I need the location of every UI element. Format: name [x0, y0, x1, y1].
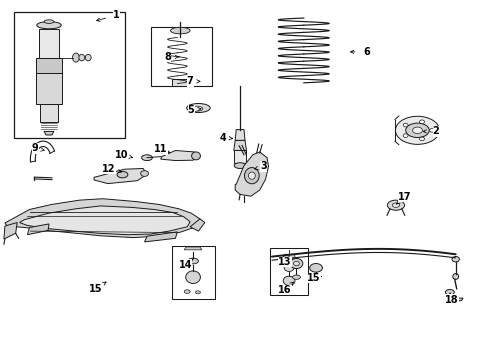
Ellipse shape [452, 256, 460, 262]
Text: 1: 1 [113, 10, 120, 20]
Text: 17: 17 [398, 192, 412, 202]
Polygon shape [20, 206, 190, 235]
Ellipse shape [419, 137, 424, 141]
Text: 16: 16 [278, 285, 292, 295]
Ellipse shape [293, 275, 300, 279]
Ellipse shape [406, 123, 429, 138]
Text: 7: 7 [187, 76, 194, 86]
Polygon shape [234, 140, 246, 150]
Ellipse shape [171, 27, 190, 34]
Polygon shape [235, 152, 269, 196]
Ellipse shape [37, 22, 61, 29]
Polygon shape [94, 168, 147, 184]
Ellipse shape [403, 134, 408, 138]
Bar [14, 12, 125, 138]
Ellipse shape [188, 258, 198, 264]
Polygon shape [190, 219, 205, 231]
Polygon shape [234, 150, 246, 163]
Polygon shape [40, 104, 58, 122]
Text: 12: 12 [102, 164, 116, 174]
Ellipse shape [445, 289, 454, 295]
Ellipse shape [395, 116, 440, 144]
Ellipse shape [284, 264, 294, 271]
Ellipse shape [79, 54, 85, 61]
Text: 15: 15 [89, 284, 102, 294]
Ellipse shape [192, 152, 200, 160]
Polygon shape [44, 131, 54, 135]
Text: 11: 11 [154, 144, 168, 154]
Text: 10: 10 [115, 150, 128, 160]
Ellipse shape [283, 254, 289, 258]
Polygon shape [36, 58, 62, 74]
Ellipse shape [294, 261, 299, 266]
Ellipse shape [85, 54, 91, 61]
Text: 3: 3 [260, 161, 267, 171]
Ellipse shape [142, 155, 152, 161]
Polygon shape [5, 199, 200, 238]
Ellipse shape [310, 264, 322, 272]
Ellipse shape [419, 120, 424, 123]
Ellipse shape [73, 53, 79, 62]
Ellipse shape [184, 290, 190, 293]
Text: 18: 18 [445, 294, 459, 305]
Ellipse shape [44, 20, 54, 23]
Ellipse shape [234, 163, 246, 168]
Ellipse shape [245, 168, 259, 184]
Ellipse shape [403, 123, 408, 127]
Polygon shape [4, 222, 17, 239]
Bar [270, 248, 308, 295]
Ellipse shape [187, 104, 210, 112]
Text: 8: 8 [164, 52, 171, 62]
Ellipse shape [186, 271, 200, 284]
Ellipse shape [283, 276, 295, 285]
Polygon shape [39, 29, 59, 58]
Text: 15: 15 [307, 273, 320, 283]
Polygon shape [161, 150, 199, 161]
Ellipse shape [453, 274, 459, 279]
Ellipse shape [196, 291, 200, 294]
Ellipse shape [117, 171, 128, 178]
Text: 5: 5 [188, 105, 195, 115]
Polygon shape [172, 79, 187, 86]
Text: 4: 4 [220, 132, 227, 143]
Polygon shape [456, 298, 463, 301]
Ellipse shape [189, 106, 203, 111]
Bar [151, 27, 212, 86]
Ellipse shape [388, 200, 405, 210]
Text: 9: 9 [32, 143, 39, 153]
Ellipse shape [413, 127, 422, 134]
Text: 14: 14 [178, 260, 192, 270]
Ellipse shape [430, 129, 435, 132]
Polygon shape [27, 224, 49, 235]
Text: 2: 2 [433, 126, 440, 136]
Polygon shape [184, 247, 202, 250]
Ellipse shape [141, 171, 148, 176]
Polygon shape [235, 130, 245, 140]
Ellipse shape [289, 254, 295, 258]
Polygon shape [145, 232, 177, 242]
Text: 6: 6 [363, 47, 370, 57]
Ellipse shape [248, 172, 255, 179]
Ellipse shape [290, 258, 303, 269]
Polygon shape [36, 73, 62, 104]
Bar [172, 246, 215, 299]
Text: 13: 13 [278, 257, 292, 267]
Ellipse shape [392, 203, 400, 207]
